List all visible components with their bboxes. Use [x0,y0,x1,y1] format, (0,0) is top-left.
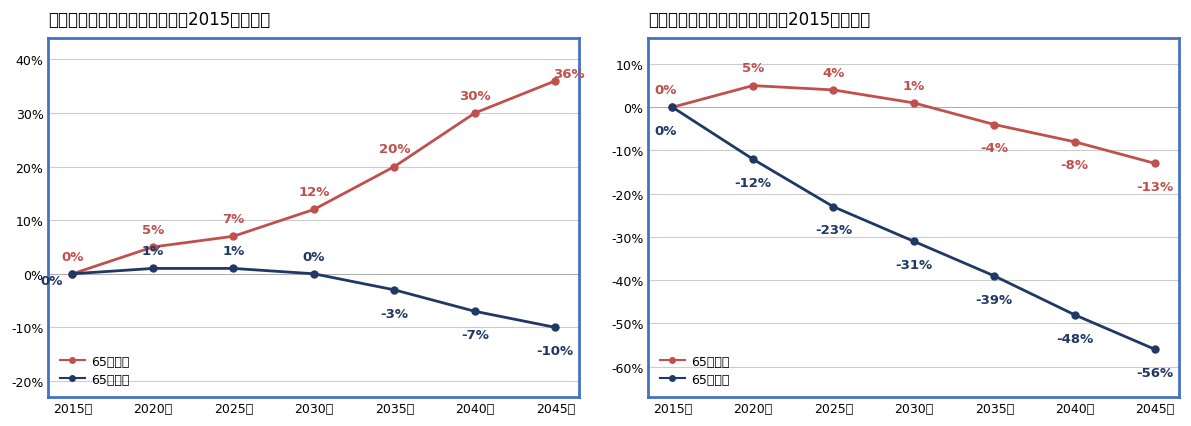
Text: -39%: -39% [975,293,1012,306]
Text: -13%: -13% [1136,181,1174,194]
Text: 0%: 0% [303,250,325,263]
Text: -8%: -8% [1061,159,1089,172]
Text: -31%: -31% [896,258,933,271]
Legend: 65歳以上, 65歳未満: 65歳以上, 65歳未満 [655,350,734,391]
Legend: 65歳以上, 65歳未満: 65歳以上, 65歳未満 [55,350,135,391]
Text: 0%: 0% [654,124,676,138]
Text: -23%: -23% [815,224,852,237]
Text: 5%: 5% [142,223,164,236]
Text: 36%: 36% [554,68,585,81]
Text: 0%: 0% [61,250,83,263]
Text: 5%: 5% [742,62,763,75]
Text: 20%: 20% [379,143,410,156]
Text: 7%: 7% [223,213,244,226]
Text: 0%: 0% [654,84,676,97]
Text: -7%: -7% [461,328,488,341]
Text: 12%: 12% [298,186,330,199]
Text: 1%: 1% [903,80,925,92]
Text: 『東京都』人口増減率の推移（2015年基準）: 『東京都』人口増減率の推移（2015年基準） [49,11,270,29]
Text: -4%: -4% [980,142,1009,155]
Text: -10%: -10% [537,344,574,357]
Text: -48%: -48% [1056,332,1093,345]
Text: -56%: -56% [1136,366,1174,379]
Text: 0%: 0% [40,275,63,288]
Text: 4%: 4% [822,66,844,80]
Text: -12%: -12% [735,176,772,189]
Text: 1%: 1% [142,245,164,258]
Text: 30%: 30% [459,90,491,103]
Text: 1%: 1% [223,245,244,258]
Text: 『秋田県』人口増減率の推移（2015年基準）: 『秋田県』人口増減率の推移（2015年基準） [648,11,871,29]
Text: -3%: -3% [380,307,409,320]
